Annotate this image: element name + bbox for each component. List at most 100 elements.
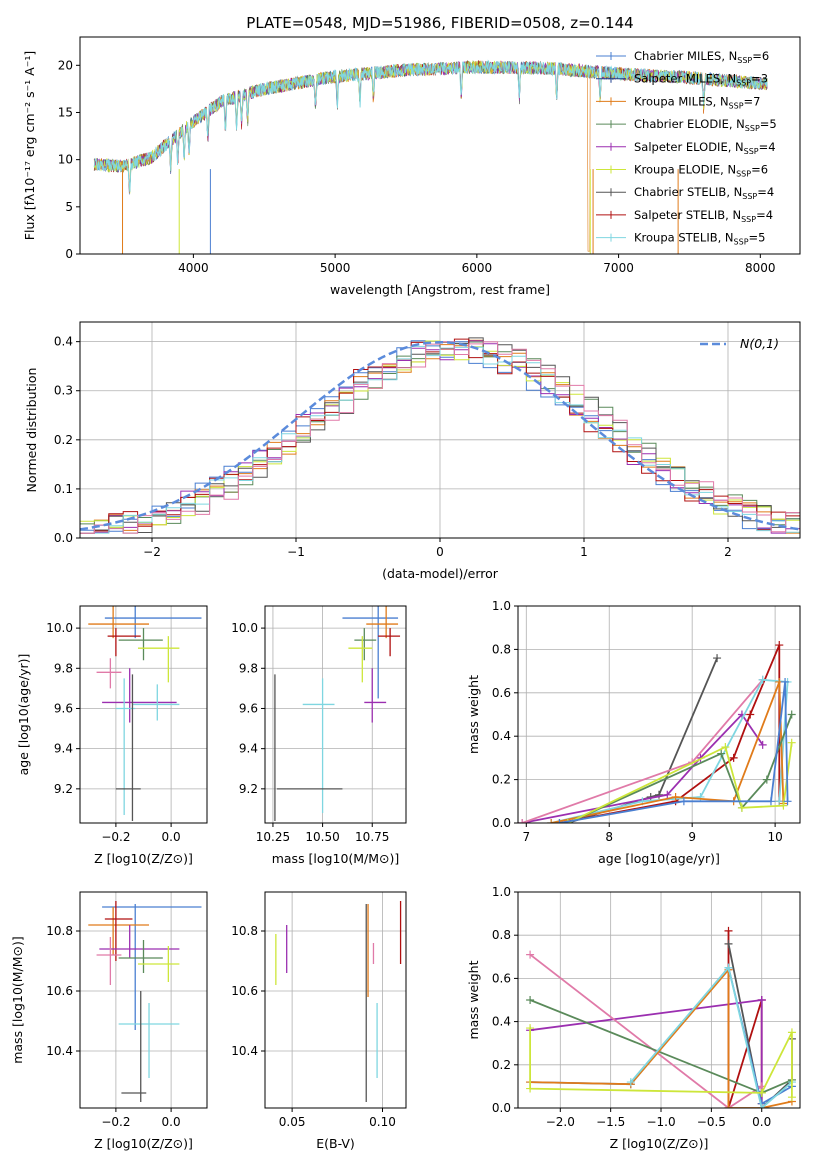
y-tick-label: 0.1 [54, 482, 73, 496]
x-axis-label: E(B-V) [316, 1136, 355, 1151]
x-tick-label: 7 [522, 830, 530, 844]
spectrum-frame [79, 36, 801, 255]
x-tick-label: 8000 [745, 261, 776, 275]
plus-marker [655, 790, 663, 799]
mw-age-frame [517, 605, 801, 824]
y-tick-label: 9.2 [54, 782, 73, 796]
y-tick-label: 0.4 [492, 729, 511, 743]
plus-marker [757, 1104, 766, 1108]
x-tick-label: 5000 [320, 261, 351, 275]
x-tick-label: 0 [436, 545, 444, 559]
plus-marker [758, 740, 767, 749]
legend-label: Chabrier MILES, NSSP=6 [634, 49, 769, 65]
plus-marker [555, 819, 564, 823]
plus-marker [526, 1084, 535, 1093]
x-tick-label: 10 [767, 830, 782, 844]
x-axis-label: Z [log10(Z/Z⊙)] [610, 1136, 709, 1151]
x-tick-label: 1 [580, 545, 588, 559]
legend-label: Salpeter ELODIE, NSSP=4 [634, 140, 776, 156]
plus-marker [518, 819, 527, 823]
x-tick-label: −0.2 [101, 830, 130, 844]
plus-marker [724, 963, 733, 972]
y-tick-label: 9.6 [239, 701, 258, 715]
y-tick-label: 10.6 [231, 984, 258, 998]
y-tick-label: 9.2 [239, 782, 258, 796]
figure-title: PLATE=0548, MJD=51986, FIBERID=0508, z=0… [246, 14, 633, 32]
plus-marker [775, 641, 784, 650]
x-tick-label: −1 [287, 545, 305, 559]
residuals-frame [79, 321, 801, 539]
plus-marker [679, 797, 688, 806]
x-tick-label: 0.0 [162, 1115, 181, 1129]
x-tick-label: 10.25 [256, 830, 290, 844]
plus-marker [787, 1028, 796, 1037]
x-tick-label: 10.75 [355, 830, 389, 844]
x-axis-label: wavelength [Angstrom, rest frame] [330, 282, 550, 297]
y-tick-label: 9.6 [54, 701, 73, 715]
legend-label: Kroupa ELODIE, NSSP=6 [634, 163, 768, 179]
x-tick-label: 4000 [178, 261, 209, 275]
spectrum-lines [93, 59, 768, 254]
x-tick-label: 6000 [462, 261, 493, 275]
plus-marker [721, 743, 730, 752]
y-tick-label: 10.0 [46, 621, 73, 635]
y-tick-label: 9.4 [239, 742, 258, 756]
legend-label: Kroupa MILES, NSSP=7 [634, 94, 760, 110]
plus-marker [547, 819, 556, 823]
y-axis-label: mass [log10(M/M⊙)] [10, 936, 25, 1064]
plus-marker [757, 1088, 766, 1097]
plus-marker [762, 775, 771, 784]
y-tick-label: 0.2 [54, 433, 73, 447]
plus-marker [783, 797, 792, 806]
y-tick-label: 0.8 [492, 642, 511, 656]
mw-z-lines [526, 926, 796, 1108]
x-tick-label: −1.0 [646, 1115, 675, 1129]
spectrum-legend: Chabrier MILES, NSSP=6 Salpeter MILES, NS… [596, 49, 777, 247]
y-tick-label: 0.4 [54, 335, 73, 349]
x-axis-label: Z [log10(Z/Z⊙)] [94, 851, 193, 866]
mass-weight-line [530, 967, 793, 1108]
y-tick-label: 9.4 [54, 742, 73, 756]
x-tick-label: −1.5 [596, 1115, 625, 1129]
y-tick-label: 0.2 [492, 773, 511, 787]
x-tick-label: 8 [605, 830, 613, 844]
plus-marker [526, 950, 535, 959]
plus-marker [526, 1024, 535, 1033]
age-z-axes: −0.2 0.0 9.2 9.4 9.6 9.8 10.0 Z [log10(Z/Z⊙)] ag… [16, 606, 207, 866]
residuals-axes: −2 −1 0 1 2 0.0 0.1 0.2 0.3 0.4 (data-model)/error… [24, 322, 800, 581]
mw-z-axes: −2.0 −1.5 −1.0 −0.5 0.0 0.0 0.2 0.4 0.6 0.8 1.0 Z [… [466, 885, 800, 1151]
plus-marker [724, 939, 733, 948]
mass-weight-line [630, 965, 793, 1108]
plus-marker [717, 749, 726, 758]
x-tick-label: 0.0 [752, 1115, 771, 1129]
y-axis-label: mass weight [466, 960, 481, 1039]
mw-age-lines [518, 641, 796, 823]
mw-age-axes: 7 8 9 10 0.0 0.2 0.4 0.6 0.8 1.0 age [log10(age/yr… [466, 599, 800, 866]
y-tick-label: 0.4 [492, 1015, 511, 1029]
plus-marker [757, 996, 766, 1004]
y-tick-label: 10.4 [46, 1044, 73, 1058]
y-axis-label: Flux [fλ10⁻¹⁷ erg cm⁻² s⁻¹ A⁻¹] [22, 51, 37, 240]
plus-marker [746, 710, 755, 719]
y-tick-label: 0.6 [492, 971, 511, 985]
x-tick-label: −0.2 [101, 1115, 130, 1129]
spectrum-axes: 4000 5000 6000 7000 8000 0 5 10 15 20 wavelength [… [22, 51, 776, 297]
x-axis-label: Z [log10(Z/Z⊙)] [94, 1136, 193, 1151]
x-tick-label: 2 [724, 545, 732, 559]
y-tick-label: 9.8 [54, 661, 73, 675]
kroupa-stelib-spectrum-line [93, 59, 768, 192]
y-axis-label: Normed distribution [24, 368, 39, 493]
plus-marker [626, 1078, 635, 1087]
y-tick-label: 0.2 [492, 1058, 511, 1072]
plus-marker [724, 926, 733, 935]
plus-marker [729, 753, 738, 762]
plus-marker [779, 801, 788, 810]
plus-marker [766, 797, 775, 806]
y-tick-label: 0.8 [492, 928, 511, 942]
legend-label: Chabrier ELODIE, NSSP=5 [634, 117, 777, 133]
x-tick-label: −2.0 [546, 1115, 575, 1129]
plus-marker [671, 792, 680, 801]
x-axis-label: (data-model)/error [382, 566, 499, 581]
x-axis-label: age [log10(age/yr)] [598, 851, 720, 866]
